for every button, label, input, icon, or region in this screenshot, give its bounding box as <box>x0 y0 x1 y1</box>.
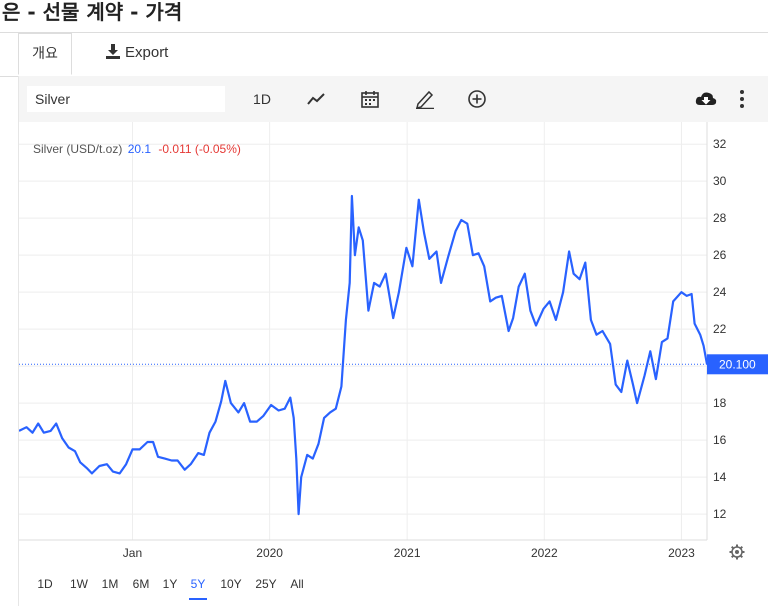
chart-toolbar: 1D <box>19 76 768 122</box>
y-tick-label: 12 <box>713 507 727 521</box>
settings-gear-icon[interactable] <box>729 544 745 560</box>
page-title: 은 - 선물 계약 - 가격 <box>2 0 183 24</box>
tab-bar: 개요 Export <box>0 33 768 77</box>
range-all[interactable]: All <box>290 577 304 591</box>
y-tick-label: 16 <box>713 433 727 447</box>
download-icon <box>106 44 120 59</box>
download-button[interactable] <box>691 86 721 112</box>
y-tick-label: 24 <box>713 285 727 299</box>
legend-label: Silver (USD/t.oz) <box>33 142 123 156</box>
calendar-icon <box>361 90 379 108</box>
x-tick-label: Jan <box>123 546 142 560</box>
symbol-search-input[interactable] <box>27 86 225 112</box>
line-chart-icon <box>307 93 325 105</box>
x-tick-label: 2023 <box>668 546 695 560</box>
title-divider <box>0 32 768 33</box>
range-5y[interactable]: 5Y <box>189 570 207 600</box>
x-tick-label: 2022 <box>531 546 558 560</box>
chart-type-button[interactable] <box>301 86 331 112</box>
range-25y[interactable]: 25Y <box>255 577 277 591</box>
last-price-label: 20.100 <box>719 357 756 371</box>
pencil-icon <box>415 90 434 109</box>
range-selector: 1D 1W 1M 6M 1Y 5Y 10Y 25Y All <box>19 570 768 606</box>
series-line-silver <box>18 194 709 516</box>
x-tick-label: 2020 <box>256 546 283 560</box>
price-chart: 1214161820222426283032Jan202020212022202… <box>18 122 768 560</box>
range-1y[interactable]: 1Y <box>162 577 178 591</box>
compare-button[interactable] <box>462 86 492 112</box>
chart-widget: 1D 1214161820222426283032Jan202020212022… <box>18 76 768 606</box>
y-tick-label: 26 <box>713 248 727 262</box>
chart-area[interactable]: 1214161820222426283032Jan202020212022202… <box>18 122 768 570</box>
interval-button[interactable]: 1D <box>253 91 271 107</box>
y-tick-label: 32 <box>713 137 727 151</box>
chart-legend: Silver (USD/t.oz) 20.1 -0.011 (-0.05%) <box>33 142 241 156</box>
y-tick-label: 18 <box>713 396 727 410</box>
range-1w[interactable]: 1W <box>70 577 88 591</box>
export-label: Export <box>125 44 169 61</box>
export-button[interactable]: Export <box>106 33 168 76</box>
range-1d[interactable]: 1D <box>37 577 53 591</box>
y-tick-label: 14 <box>713 470 727 484</box>
legend-change: -0.011 (-0.05%) <box>158 142 241 156</box>
y-tick-label: 30 <box>713 174 727 188</box>
x-tick-label: 2021 <box>394 546 421 560</box>
range-1m[interactable]: 1M <box>101 577 119 591</box>
range-6m[interactable]: 6M <box>132 577 150 591</box>
more-vertical-icon <box>740 89 744 108</box>
legend-value: 20.1 <box>127 142 152 156</box>
y-tick-label: 22 <box>713 322 727 336</box>
y-tick-label: 28 <box>713 211 727 225</box>
tab-overview[interactable]: 개요 <box>18 33 72 75</box>
add-circle-icon <box>468 89 486 108</box>
draw-button[interactable] <box>410 86 440 112</box>
date-range-button[interactable] <box>355 86 385 112</box>
range-10y[interactable]: 10Y <box>220 577 242 591</box>
more-options-button[interactable] <box>727 86 757 112</box>
cloud-download-icon <box>695 92 717 105</box>
last-price-tag <box>707 354 768 375</box>
